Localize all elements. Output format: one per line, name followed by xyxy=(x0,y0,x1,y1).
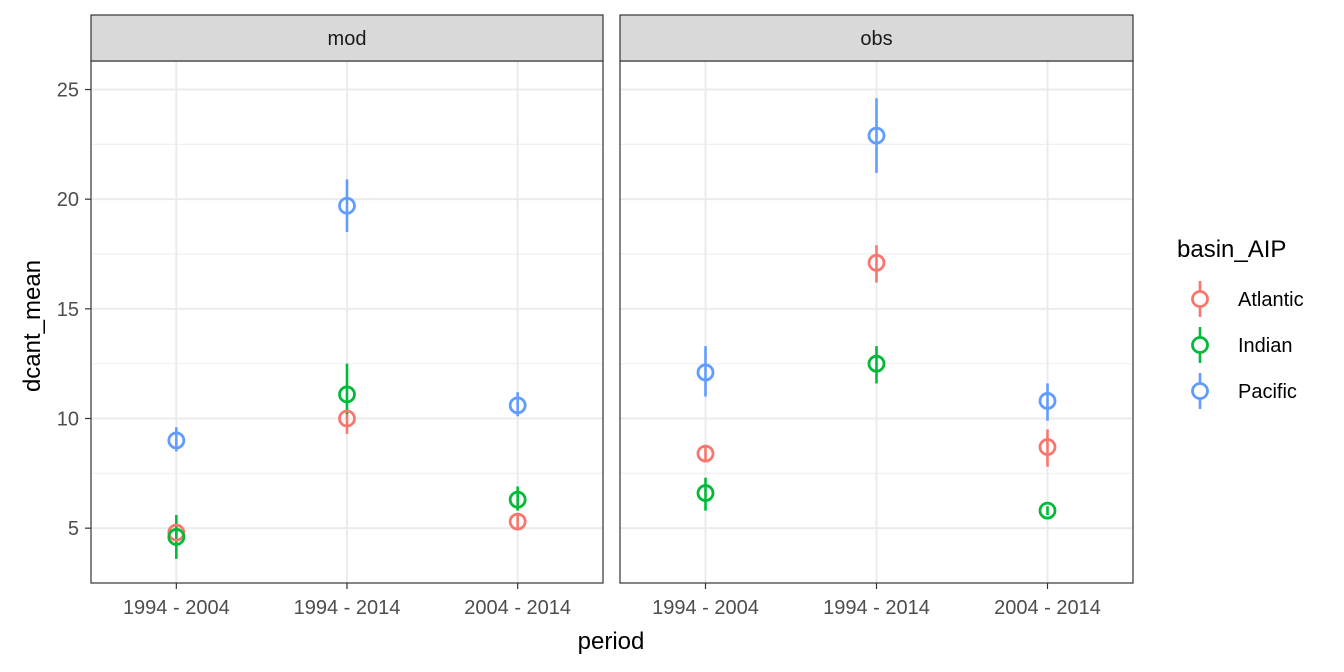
point-atlantic xyxy=(508,512,527,531)
facet-strip-label: mod xyxy=(328,28,367,50)
y-tick-label: 10 xyxy=(57,409,79,431)
point-pacific xyxy=(508,396,527,415)
legend: basin_AIP Atlantic Indian Pacific xyxy=(1177,236,1304,409)
legend-item-atlantic: Atlantic xyxy=(1191,281,1304,317)
point-indian xyxy=(696,484,715,502)
x-tick-label: 2004 - 2014 xyxy=(994,597,1101,619)
point-atlantic xyxy=(696,444,715,463)
y-tick-label: 20 xyxy=(57,189,79,211)
point-pacific xyxy=(1038,392,1057,410)
point-indian xyxy=(167,528,186,546)
point-pacific xyxy=(167,431,186,450)
point-pacific xyxy=(338,196,356,215)
facet-strip xyxy=(619,14,1134,62)
legend-key-point xyxy=(1191,290,1209,308)
legend-label: Pacific xyxy=(1238,381,1297,403)
x-tick-label: 2004 - 2014 xyxy=(464,597,571,619)
x-tick-label: 1994 - 2014 xyxy=(294,597,401,619)
y-tick-label: 15 xyxy=(57,299,79,321)
facet-panel-obs: obs 1994 - 2004 1994 - 2014 2004 - 2014 xyxy=(619,14,1134,619)
x-axis-title: period xyxy=(578,628,645,655)
legend-item-indian: Indian xyxy=(1191,327,1293,363)
point-pacific xyxy=(867,126,886,145)
legend-item-pacific: Pacific xyxy=(1191,373,1297,409)
point-indian xyxy=(867,354,886,373)
legend-label: Indian xyxy=(1238,335,1293,357)
y-axis: 5 10 15 20 25 xyxy=(57,80,91,540)
legend-title: basin_AIP xyxy=(1177,236,1286,263)
point-atlantic xyxy=(1038,438,1057,456)
x-tick-label: 1994 - 2004 xyxy=(652,597,759,619)
facet-panels: mod 1994 - 2004 1994 - 2014 2004 - 2014 obs 1… xyxy=(90,14,1134,619)
legend-key-point xyxy=(1191,336,1209,354)
y-axis-title: dcant_mean xyxy=(19,260,46,392)
legend-key-point xyxy=(1191,382,1209,400)
facet-strip-label: obs xyxy=(860,28,892,50)
y-tick-label: 5 xyxy=(68,518,79,540)
y-tick-label: 25 xyxy=(57,80,79,102)
facet-strip xyxy=(90,14,604,62)
point-indian xyxy=(508,490,527,509)
point-indian xyxy=(338,385,356,404)
point-atlantic xyxy=(338,409,356,428)
legend-label: Atlantic xyxy=(1238,289,1304,311)
point-pacific xyxy=(696,363,715,382)
x-tick-label: 1994 - 2004 xyxy=(123,597,230,619)
point-indian xyxy=(1038,501,1057,520)
x-tick-label: 1994 - 2014 xyxy=(823,597,930,619)
point-atlantic xyxy=(867,253,886,272)
facet-panel-mod: mod 1994 - 2004 1994 - 2014 2004 - 2014 xyxy=(90,14,604,619)
